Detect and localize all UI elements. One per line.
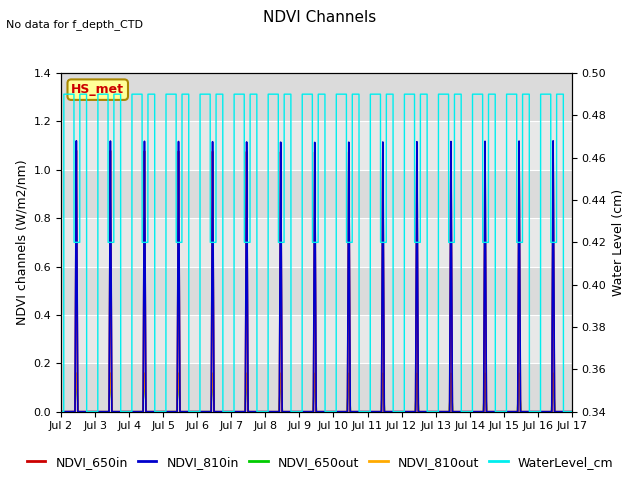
Bar (61, 170, 572, 218)
Text: HS_met: HS_met (71, 83, 124, 96)
Bar (61, 266, 572, 315)
Bar (61, 363, 572, 412)
Text: NDVI Channels: NDVI Channels (264, 10, 376, 24)
Bar (61, 73, 572, 121)
Text: No data for f_depth_CTD: No data for f_depth_CTD (6, 19, 143, 30)
Y-axis label: NDVI channels (W/m2/nm): NDVI channels (W/m2/nm) (15, 159, 28, 325)
Legend: NDVI_650in, NDVI_810in, NDVI_650out, NDVI_810out, WaterLevel_cm: NDVI_650in, NDVI_810in, NDVI_650out, NDV… (22, 451, 618, 474)
Y-axis label: Water Level (cm): Water Level (cm) (612, 189, 625, 296)
